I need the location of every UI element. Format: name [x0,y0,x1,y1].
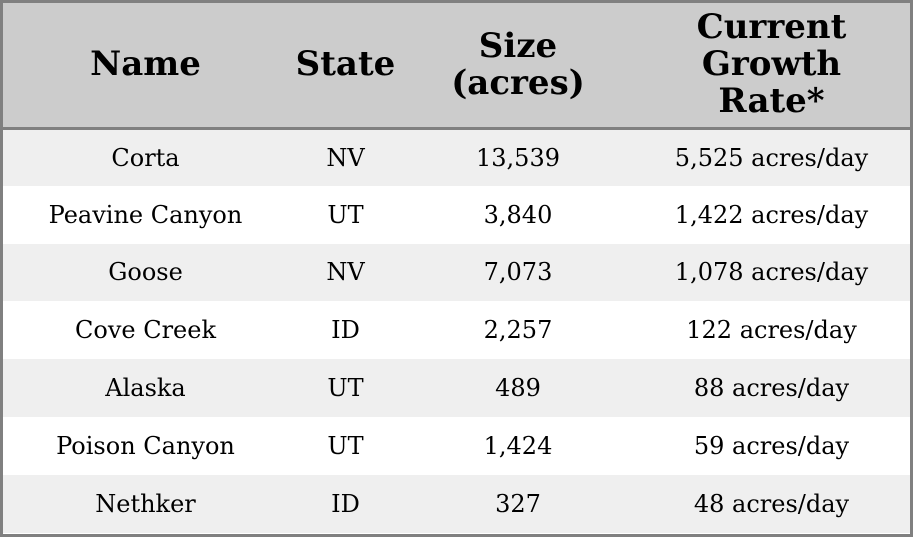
cell-growth-rate: 59 acres/day [693,431,850,460]
header-state: State [288,3,403,130]
table-body: Corta NV 13,539 5,525 acres/day Peavine … [3,128,910,533]
header-size-line2: (acres) [451,62,585,103]
cell-name: Alaska [105,374,186,403]
cell-state: ID [331,316,360,345]
cell-growth-rate: 1,078 acres/day [674,258,869,287]
cell-state: UT [327,200,364,229]
cell-growth-rate: 48 acres/day [693,489,850,518]
table-header: Name State Size (acres) Current Growth R… [3,3,910,130]
cell-name: Goose [108,258,183,287]
cell-name: Corta [111,143,180,172]
cell-name: Cove Creek [75,316,216,345]
cell-growth-rate: 5,525 acres/day [674,143,869,172]
header-size-line1: Size [478,25,558,66]
cell-size: 1,424 [483,431,553,460]
cell-state: NV [326,258,365,287]
header-name: Name [3,3,288,130]
header-rate-line3: Rate* [718,81,825,122]
cell-growth-rate: 1,422 acres/day [674,200,869,229]
cell-state: UT [327,374,364,403]
table-row: Alaska UT 489 88 acres/day [3,359,910,417]
table-row: Peavine Canyon UT 3,840 1,422 acres/day [3,185,910,244]
table-row: Poison Canyon UT 1,424 59 acres/day [3,416,910,475]
cell-name: Peavine Canyon [48,200,243,229]
cell-size: 3,840 [483,200,553,229]
cell-size: 489 [495,374,541,403]
cell-growth-rate: 88 acres/day [693,374,850,403]
cell-name: Nethker [95,489,196,518]
header-rate-line2: Growth [701,44,842,85]
cell-state: UT [327,431,364,460]
header-rate-line1: Current [696,7,847,48]
cell-growth-rate: 122 acres/day [686,316,857,345]
table-row: Nethker ID 327 48 acres/day [3,474,910,533]
cell-size: 2,257 [483,316,553,345]
cell-name: Poison Canyon [56,431,235,460]
fire-growth-table: Name State Size (acres) Current Growth R… [3,3,910,533]
header-size: Size (acres) [403,3,633,130]
cell-size: 13,539 [476,143,560,172]
cell-size: 7,073 [483,258,553,287]
header-name-label: Name [90,44,201,85]
header-state-label: State [295,44,396,85]
table-row: Corta NV 13,539 5,525 acres/day [3,128,910,186]
table-row: Goose NV 7,073 1,078 acres/day [3,243,910,302]
header-row: Name State Size (acres) Current Growth R… [3,3,910,130]
table-row: Cove Creek ID 2,257 122 acres/day [3,301,910,360]
cell-size: 327 [495,489,541,518]
cell-state: ID [331,489,360,518]
header-growth-rate: Current Growth Rate* [633,3,910,130]
cell-state: NV [326,143,365,172]
